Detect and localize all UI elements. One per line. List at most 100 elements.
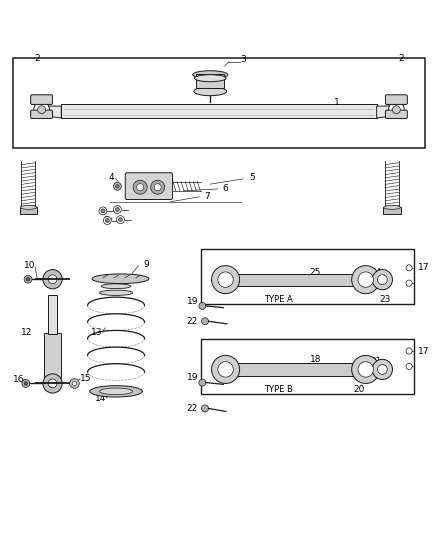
Ellipse shape bbox=[194, 87, 227, 96]
Text: 25: 25 bbox=[310, 268, 321, 277]
Circle shape bbox=[352, 356, 380, 383]
Circle shape bbox=[117, 216, 124, 223]
Text: 2: 2 bbox=[35, 54, 40, 63]
Circle shape bbox=[70, 378, 79, 388]
Bar bbox=[13, 59, 425, 148]
Text: 13: 13 bbox=[91, 328, 102, 337]
Text: 18: 18 bbox=[310, 356, 321, 364]
Circle shape bbox=[201, 318, 208, 325]
Text: 15: 15 bbox=[80, 374, 91, 383]
FancyBboxPatch shape bbox=[385, 95, 407, 104]
Circle shape bbox=[392, 106, 400, 114]
Text: 8: 8 bbox=[103, 216, 110, 225]
Ellipse shape bbox=[100, 388, 132, 394]
Circle shape bbox=[48, 379, 57, 388]
Text: TYPE A: TYPE A bbox=[264, 295, 293, 304]
Circle shape bbox=[372, 359, 392, 379]
Circle shape bbox=[201, 405, 208, 412]
Circle shape bbox=[22, 379, 30, 387]
Ellipse shape bbox=[384, 205, 400, 209]
Circle shape bbox=[48, 275, 57, 284]
Circle shape bbox=[115, 207, 119, 212]
Circle shape bbox=[212, 356, 240, 383]
Text: 23: 23 bbox=[380, 295, 391, 304]
Ellipse shape bbox=[101, 284, 131, 288]
Text: 16: 16 bbox=[13, 375, 24, 384]
Bar bbox=[44, 333, 61, 378]
Text: 24: 24 bbox=[370, 268, 381, 277]
Text: 11: 11 bbox=[101, 275, 112, 284]
Text: 22: 22 bbox=[187, 404, 198, 413]
Circle shape bbox=[154, 184, 161, 191]
Circle shape bbox=[358, 272, 374, 287]
FancyBboxPatch shape bbox=[31, 95, 53, 104]
Text: 1: 1 bbox=[334, 98, 340, 107]
Bar bbox=[20, 207, 37, 214]
Circle shape bbox=[72, 381, 77, 386]
Text: 5: 5 bbox=[249, 173, 255, 182]
Ellipse shape bbox=[193, 71, 228, 78]
Ellipse shape bbox=[99, 290, 133, 295]
Circle shape bbox=[199, 379, 206, 386]
Circle shape bbox=[26, 278, 30, 281]
Ellipse shape bbox=[194, 75, 226, 82]
Circle shape bbox=[103, 216, 111, 224]
Circle shape bbox=[34, 102, 49, 118]
Circle shape bbox=[38, 106, 46, 114]
Circle shape bbox=[43, 270, 62, 289]
Circle shape bbox=[406, 348, 412, 354]
FancyBboxPatch shape bbox=[31, 110, 53, 118]
Bar bbox=[226, 364, 366, 376]
Circle shape bbox=[218, 272, 233, 287]
Circle shape bbox=[24, 382, 28, 385]
Circle shape bbox=[24, 275, 32, 283]
Text: 12: 12 bbox=[21, 328, 32, 337]
Polygon shape bbox=[35, 106, 61, 118]
Bar bbox=[226, 273, 366, 286]
Text: 21: 21 bbox=[370, 357, 381, 366]
Circle shape bbox=[137, 184, 144, 191]
Ellipse shape bbox=[20, 205, 37, 209]
Circle shape bbox=[43, 374, 62, 393]
Bar bbox=[201, 339, 414, 393]
Circle shape bbox=[406, 265, 412, 271]
Circle shape bbox=[218, 362, 233, 377]
FancyBboxPatch shape bbox=[385, 110, 407, 118]
Circle shape bbox=[199, 302, 206, 310]
Circle shape bbox=[406, 364, 412, 369]
Circle shape bbox=[406, 280, 412, 286]
Text: 3: 3 bbox=[240, 55, 246, 64]
Circle shape bbox=[133, 180, 147, 194]
Circle shape bbox=[212, 265, 240, 294]
Text: 4: 4 bbox=[109, 173, 114, 182]
Circle shape bbox=[151, 180, 165, 194]
Text: 20: 20 bbox=[353, 385, 365, 394]
Ellipse shape bbox=[92, 274, 149, 284]
Circle shape bbox=[352, 265, 380, 294]
Circle shape bbox=[389, 102, 404, 118]
Text: 17: 17 bbox=[418, 263, 430, 272]
Bar bbox=[61, 104, 377, 118]
Circle shape bbox=[378, 365, 387, 374]
Text: 14: 14 bbox=[95, 394, 106, 403]
Bar bbox=[201, 249, 414, 304]
Circle shape bbox=[101, 209, 105, 213]
Text: 7: 7 bbox=[204, 192, 210, 201]
Circle shape bbox=[118, 217, 123, 222]
Bar bbox=[48, 295, 57, 334]
Bar bbox=[383, 207, 401, 214]
FancyBboxPatch shape bbox=[125, 173, 173, 199]
Text: 2: 2 bbox=[398, 54, 403, 63]
Text: 19: 19 bbox=[187, 297, 198, 306]
Circle shape bbox=[113, 206, 121, 214]
Circle shape bbox=[116, 184, 119, 188]
Circle shape bbox=[99, 207, 107, 215]
Text: 6: 6 bbox=[223, 184, 229, 193]
Circle shape bbox=[378, 274, 387, 285]
Text: 17: 17 bbox=[418, 346, 430, 356]
Ellipse shape bbox=[90, 386, 142, 397]
Ellipse shape bbox=[103, 278, 129, 282]
Circle shape bbox=[105, 219, 110, 222]
Circle shape bbox=[358, 362, 374, 377]
Text: 9: 9 bbox=[143, 260, 149, 269]
